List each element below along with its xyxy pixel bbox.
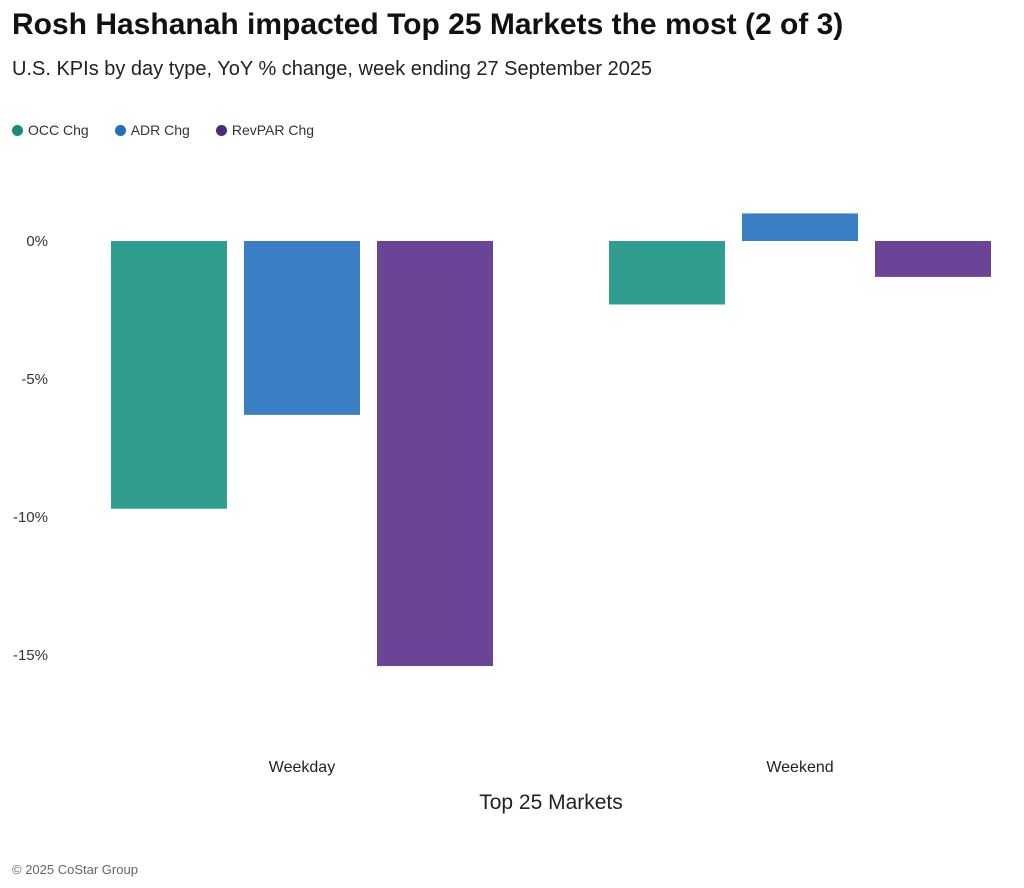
legend: OCC Chg ADR Chg RevPAR Chg [12, 122, 340, 138]
bar-weekend-revpar [875, 241, 991, 277]
bar-weekday-revpar [377, 241, 493, 667]
legend-label-occ: OCC Chg [28, 122, 89, 138]
bar-weekday-adr [244, 241, 360, 415]
legend-item-adr: ADR Chg [114, 122, 190, 138]
legend-swatch-occ [12, 124, 23, 136]
x-category-label: Weekend [766, 759, 833, 776]
bar-weekday-occ [111, 241, 227, 509]
legend-swatch-adr [114, 124, 126, 136]
bar-weekend-occ [609, 241, 725, 305]
x-axis-title: Top 25 Markets [479, 791, 623, 814]
bar-weekend-adr [742, 213, 858, 241]
legend-label-adr: ADR Chg [130, 122, 190, 138]
chart-subtitle: U.S. KPIs by day type, YoY % change, wee… [12, 58, 653, 80]
x-category-label: Weekday [269, 759, 335, 776]
y-tick-label: -10% [13, 509, 48, 526]
legend-item-occ: OCC Chg [12, 122, 89, 138]
y-tick-label: -5% [21, 371, 48, 388]
legend-swatch-revpar [215, 124, 227, 136]
copyright-footer: © 2025 CoStar Group [12, 862, 138, 877]
y-tick-label: -15% [13, 647, 48, 664]
legend-item-revpar: RevPAR Chg [215, 122, 315, 138]
chart-title: Rosh Hashanah impacted Top 25 Markets th… [12, 8, 844, 41]
y-tick-label: 0% [26, 233, 48, 250]
legend-label-revpar: RevPAR Chg [231, 122, 315, 138]
